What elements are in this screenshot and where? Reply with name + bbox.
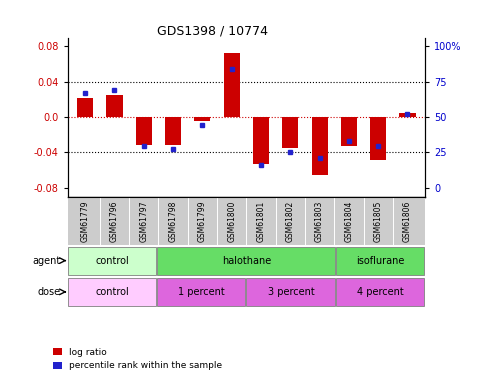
Bar [246, 278, 335, 306]
Text: GSM61805: GSM61805 [374, 201, 383, 242]
Bar [253, 117, 269, 164]
Bar [282, 117, 298, 148]
Bar [336, 246, 424, 274]
Bar [399, 112, 415, 117]
Text: dose: dose [37, 287, 60, 297]
Bar [157, 246, 335, 274]
Bar [68, 246, 156, 274]
Text: GSM61799: GSM61799 [198, 201, 207, 242]
Bar [136, 117, 152, 146]
Text: GSM61796: GSM61796 [110, 201, 119, 242]
Bar [157, 278, 245, 306]
Text: GSM61801: GSM61801 [256, 201, 266, 242]
Text: GSM61798: GSM61798 [169, 201, 178, 242]
Text: halothane: halothane [222, 256, 271, 266]
Bar [341, 117, 357, 146]
Text: 4 percent: 4 percent [357, 287, 404, 297]
Bar [312, 117, 327, 174]
Text: agent: agent [32, 256, 60, 266]
Legend: log ratio, percentile rank within the sample: log ratio, percentile rank within the sa… [53, 348, 222, 370]
Text: GSM61800: GSM61800 [227, 201, 236, 242]
Text: isoflurane: isoflurane [356, 256, 405, 266]
Text: GSM61806: GSM61806 [403, 201, 412, 242]
Text: control: control [96, 287, 129, 297]
Text: GSM61804: GSM61804 [344, 201, 354, 242]
Bar [224, 53, 240, 117]
Text: GSM61779: GSM61779 [81, 201, 90, 242]
Bar [77, 98, 93, 117]
Text: GSM61803: GSM61803 [315, 201, 324, 242]
Bar [194, 117, 211, 121]
Text: 1 percent: 1 percent [178, 287, 225, 297]
Text: GSM61797: GSM61797 [139, 201, 148, 242]
Bar [68, 278, 156, 306]
Bar [165, 117, 181, 146]
Text: 3 percent: 3 percent [268, 287, 314, 297]
Bar [370, 117, 386, 159]
Text: control: control [96, 256, 129, 266]
Text: GSM61802: GSM61802 [286, 201, 295, 242]
Bar [106, 95, 123, 117]
Text: GDS1398 / 10774: GDS1398 / 10774 [157, 24, 268, 38]
Bar [336, 278, 424, 306]
